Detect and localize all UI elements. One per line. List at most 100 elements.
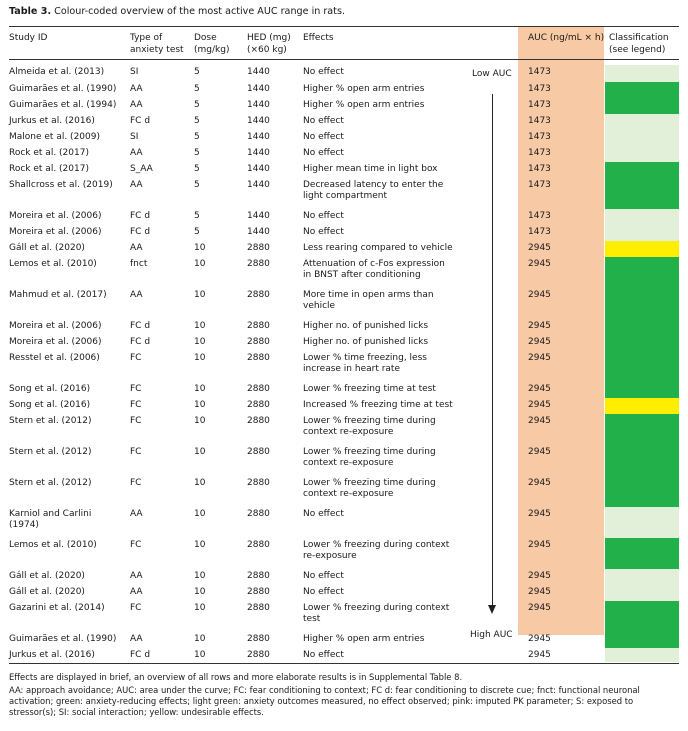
study-cell: Shallcross et al. (2019) bbox=[9, 180, 127, 191]
hed-cell: 1440 bbox=[247, 164, 270, 174]
header-line: AUC (ng/mL × h) bbox=[528, 33, 605, 43]
cell-line: Moreira et al. (2006) bbox=[9, 227, 102, 237]
cell-line: Higher % open arm entries bbox=[303, 100, 425, 110]
classification-swatch bbox=[605, 445, 679, 476]
cell-line: Guimarães et al. (1990) bbox=[9, 634, 117, 644]
low-auc-marker: Low AUC bbox=[472, 69, 512, 79]
caption-text: Colour-coded overview of the most active… bbox=[54, 6, 345, 17]
footnote-legend: AA: approach avoidance; AUC: area under … bbox=[9, 685, 640, 717]
study-cell: Guimarães et al. (1990) bbox=[9, 84, 127, 95]
classification-swatch bbox=[605, 632, 679, 648]
test-type-cell: AA bbox=[130, 571, 143, 581]
cell-line: Higher no. of punished licks bbox=[303, 337, 429, 347]
auc-cell: 2945 bbox=[528, 384, 551, 394]
dose-cell: 10 bbox=[194, 400, 206, 410]
classification-swatch bbox=[605, 414, 679, 445]
cell-line: No effect bbox=[303, 211, 344, 221]
test-type-cell: FC bbox=[130, 416, 142, 426]
dose-cell: 5 bbox=[194, 211, 200, 221]
rule-bottom bbox=[9, 663, 679, 664]
effects-cell: Lower % freezing during context re-exposu… bbox=[303, 540, 463, 563]
col-header-hed: HED (mg) (×60 kg) bbox=[247, 32, 291, 56]
cell-line: Song et al. (2016) bbox=[9, 384, 91, 394]
hed-cell: 2880 bbox=[247, 321, 270, 331]
test-type-cell: AA bbox=[130, 634, 143, 644]
header-line: (see legend) bbox=[609, 45, 666, 55]
effects-cell: Higher % open arm entries bbox=[303, 100, 463, 111]
dose-cell: 5 bbox=[194, 148, 200, 158]
cell-line: No effect bbox=[303, 116, 344, 126]
cell-line: Shallcross et al. (2019) bbox=[9, 180, 113, 190]
cell-line: Gáll et al. (2020) bbox=[9, 587, 85, 597]
study-cell: Moreira et al. (2006) bbox=[9, 211, 127, 222]
study-cell: Almeida et al. (2013) bbox=[9, 67, 127, 78]
test-type-cell: FC bbox=[130, 603, 142, 613]
col-header-study: Study ID bbox=[9, 32, 47, 44]
caption-label: Table 3. bbox=[9, 6, 52, 17]
hed-cell: 2880 bbox=[247, 337, 270, 347]
auc-cell: 1473 bbox=[528, 148, 551, 158]
hed-cell: 1440 bbox=[247, 84, 270, 94]
auc-cell: 2945 bbox=[528, 259, 551, 269]
classification-swatch bbox=[605, 288, 679, 319]
auc-cell: 1473 bbox=[528, 211, 551, 221]
cell-line: No effect bbox=[303, 227, 344, 237]
effects-cell: Higher % open arm entries bbox=[303, 84, 463, 95]
cell-line: Malone et al. (2009) bbox=[9, 132, 100, 142]
effects-cell: More time in open arms than vehicle bbox=[303, 290, 463, 313]
classification-swatch bbox=[605, 241, 679, 257]
study-cell: Moreira et al. (2006) bbox=[9, 321, 127, 332]
classification-swatch bbox=[605, 98, 679, 114]
auc-cell: 1473 bbox=[528, 132, 551, 142]
test-type-cell: AA bbox=[130, 243, 143, 253]
classification-swatch bbox=[605, 648, 679, 662]
hed-cell: 2880 bbox=[247, 416, 270, 426]
cell-line: Moreira et al. (2006) bbox=[9, 211, 102, 221]
classification-swatch bbox=[605, 335, 679, 351]
test-type-cell: AA bbox=[130, 84, 143, 94]
effects-cell: Higher % open arm entries bbox=[303, 634, 463, 645]
header-line: (mg/kg) bbox=[194, 45, 230, 55]
cell-line: increase in heart rate bbox=[303, 364, 400, 375]
auc-cell: 2945 bbox=[528, 603, 551, 613]
cell-line: Less rearing compared to vehicle bbox=[303, 243, 453, 253]
study-cell: Rock et al. (2017) bbox=[9, 164, 127, 175]
cell-line: Guimarães et al. (1990) bbox=[9, 84, 117, 94]
cell-line: No effect bbox=[303, 132, 344, 142]
dose-cell: 5 bbox=[194, 180, 200, 190]
effects-cell: Lower % freezing time during context re-e… bbox=[303, 447, 463, 470]
cell-line: Jurkus et al. (2016) bbox=[9, 650, 95, 660]
effects-cell: No effect bbox=[303, 227, 463, 238]
effects-cell: Attenuation of c-Fos expression in BNST a… bbox=[303, 259, 463, 282]
dose-cell: 10 bbox=[194, 478, 206, 488]
hed-cell: 2880 bbox=[247, 650, 270, 660]
test-type-cell: AA bbox=[130, 290, 143, 300]
cell-line: context re-exposure bbox=[303, 427, 394, 438]
rule-top bbox=[9, 26, 679, 27]
test-type-cell: FC d bbox=[130, 116, 151, 126]
hed-cell: 1440 bbox=[247, 116, 270, 126]
cell-line: Higher % open arm entries bbox=[303, 84, 425, 94]
hed-cell: 1440 bbox=[247, 180, 270, 190]
hed-cell: 1440 bbox=[247, 148, 270, 158]
study-cell: Stern et al. (2012) bbox=[9, 478, 127, 489]
cell-line: Gáll et al. (2020) bbox=[9, 243, 85, 253]
classification-swatch bbox=[605, 114, 679, 130]
auc-arrow-head bbox=[488, 605, 496, 614]
auc-cell: 2945 bbox=[528, 509, 551, 519]
cell-line: Song et al. (2016) bbox=[9, 400, 91, 410]
effects-cell: Higher no. of punished licks bbox=[303, 321, 463, 332]
study-cell: Rock et al. (2017) bbox=[9, 148, 127, 159]
hed-cell: 2880 bbox=[247, 384, 270, 394]
hed-cell: 2880 bbox=[247, 478, 270, 488]
cell-line: Almeida et al. (2013) bbox=[9, 67, 105, 77]
header-line: Study ID bbox=[9, 33, 48, 43]
cell-line: No effect bbox=[303, 148, 344, 158]
cell-line: Increased % freezing time at test bbox=[303, 400, 453, 410]
auc-cell: 1473 bbox=[528, 227, 551, 237]
cell-line: Lower % freezing time during bbox=[303, 416, 436, 426]
hed-cell: 2880 bbox=[247, 540, 270, 550]
effects-cell: No effect bbox=[303, 148, 463, 159]
study-cell: Resstel et al. (2006) bbox=[9, 353, 127, 364]
hed-cell: 2880 bbox=[247, 259, 270, 269]
